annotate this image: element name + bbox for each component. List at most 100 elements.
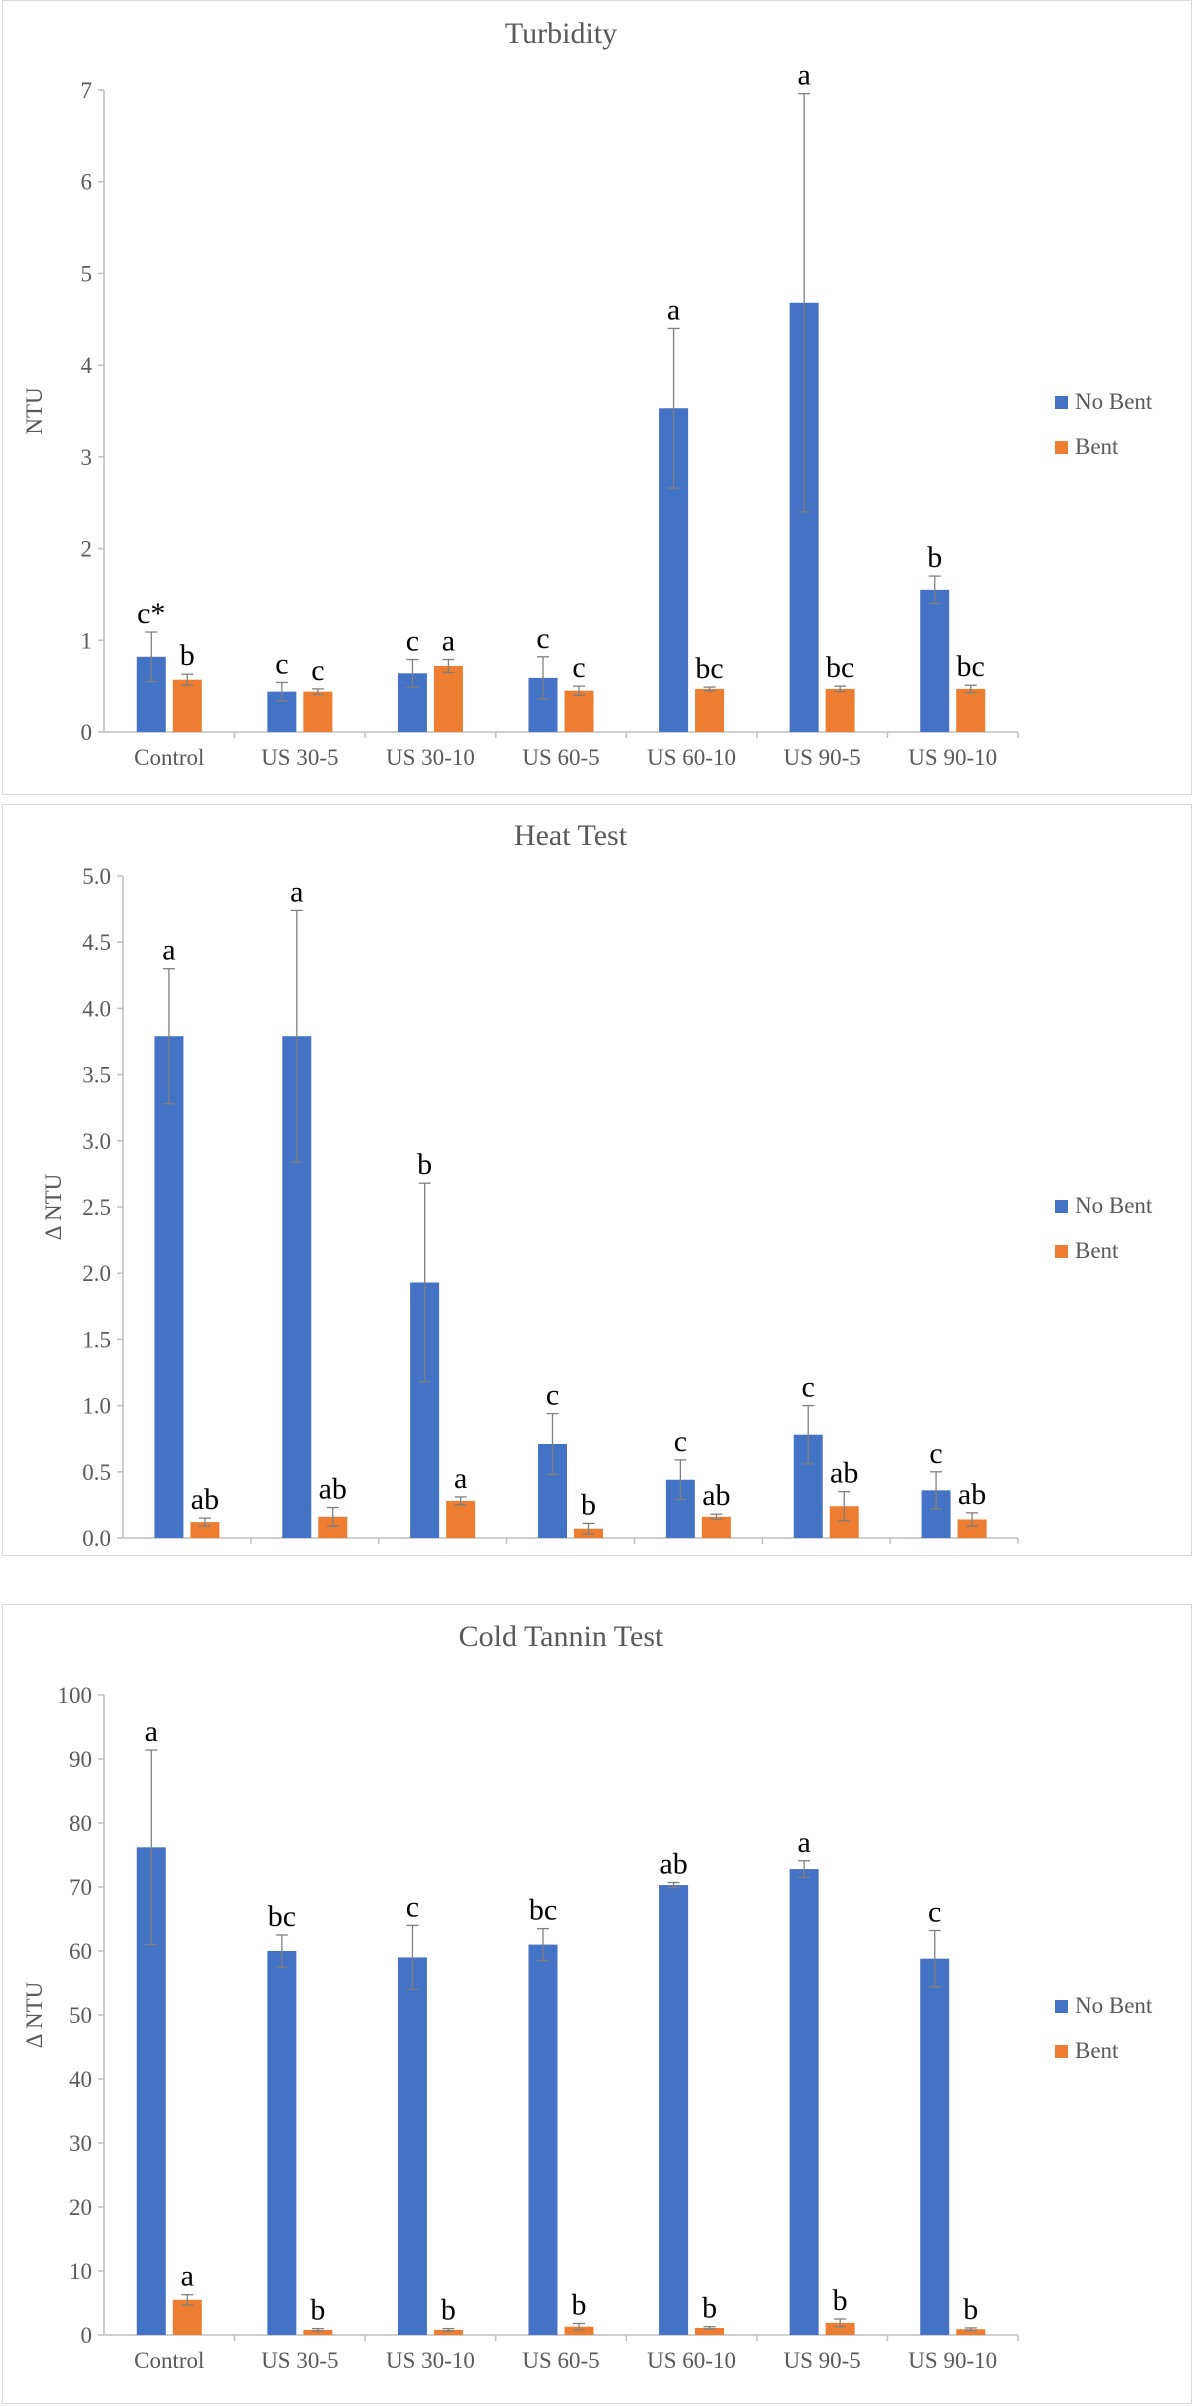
x-tick-label: Control bbox=[152, 1551, 222, 1554]
significance-label: ab bbox=[702, 1479, 730, 1512]
bar-bent-us-90-10 bbox=[957, 1519, 987, 1538]
y-tick-label: 4.5 bbox=[82, 930, 111, 955]
significance-label: a bbox=[162, 934, 175, 967]
y-tick-label: 70 bbox=[69, 1875, 92, 1900]
significance-label: a bbox=[442, 625, 455, 658]
x-tick-label: US 30-10 bbox=[386, 745, 475, 770]
y-tick-label: 3 bbox=[81, 445, 93, 470]
bar-bent-us-60-10 bbox=[695, 2327, 725, 2335]
x-tick-label: Control bbox=[134, 2348, 204, 2373]
bar-bent-us-30-5 bbox=[303, 691, 333, 732]
legend-label-no-bent: No Bent bbox=[1075, 1993, 1153, 2018]
y-tick-label: 3.5 bbox=[82, 1063, 111, 1088]
significance-label: c bbox=[802, 1371, 815, 1404]
y-tick-label: 0.0 bbox=[82, 1526, 111, 1551]
bar-no-bent-us-30-5 bbox=[267, 1951, 297, 2335]
x-tick-label: US 90-10 bbox=[910, 1551, 999, 1554]
y-tick-label: 0 bbox=[81, 720, 93, 745]
significance-label: ab bbox=[319, 1473, 347, 1506]
legend-swatch-bent bbox=[1055, 441, 1068, 454]
significance-label: c bbox=[929, 1437, 942, 1470]
y-axis-label: Δ NTU bbox=[41, 1173, 66, 1240]
significance-label: c bbox=[406, 1890, 419, 1923]
significance-label: c bbox=[546, 1379, 559, 1412]
y-axis-label: NTU bbox=[22, 387, 47, 435]
y-tick-label: 0.5 bbox=[82, 1460, 111, 1485]
significance-label: b bbox=[963, 2293, 978, 2326]
chart-title: Cold Tannin Test bbox=[459, 1620, 664, 1653]
y-tick-label: 6 bbox=[81, 170, 93, 195]
bar-no-bent-us-60-5 bbox=[528, 1944, 558, 2335]
significance-label: c bbox=[536, 622, 549, 655]
significance-label: a bbox=[145, 1715, 158, 1748]
legend-swatch-bent bbox=[1055, 2045, 1068, 2058]
y-tick-label: 7 bbox=[81, 78, 93, 103]
bar-bent-us-30-5 bbox=[318, 1516, 348, 1538]
y-tick-label: 1.0 bbox=[82, 1394, 111, 1419]
significance-label: b bbox=[572, 2288, 587, 2321]
y-tick-label: 40 bbox=[69, 2067, 92, 2092]
y-tick-label: 60 bbox=[69, 1939, 92, 1964]
bar-no-bent-us-60-10 bbox=[659, 1885, 689, 2335]
significance-label: b bbox=[927, 541, 942, 574]
y-tick-label: 90 bbox=[69, 1747, 92, 1772]
significance-label: ab bbox=[191, 1483, 219, 1516]
significance-label: bc bbox=[826, 651, 854, 684]
x-tick-label: US 60-10 bbox=[647, 2348, 736, 2373]
significance-label: c bbox=[311, 654, 324, 687]
legend-label-bent: Bent bbox=[1075, 434, 1119, 459]
x-tick-label: US 60-5 bbox=[522, 745, 599, 770]
x-tick-label: US 60-5 bbox=[522, 2348, 599, 2373]
bar-bent-us-60-10 bbox=[701, 1516, 731, 1538]
bar-bent-us-30-10 bbox=[446, 1500, 476, 1538]
y-tick-label: 2 bbox=[81, 537, 93, 562]
y-tick-label: 10 bbox=[69, 2259, 92, 2284]
significance-label: c bbox=[674, 1425, 687, 1458]
x-tick-label: US 30-5 bbox=[261, 745, 338, 770]
heat-test-chart: Heat Test Δ NTU 0.0 0.5 1.0 1.5 2.0 2.5 3.0 3.5 4.… bbox=[41, 819, 1153, 1554]
x-tick-label: US 30-5 bbox=[276, 1551, 353, 1554]
x-tick-label: US 60-10 bbox=[647, 745, 736, 770]
significance-label: b bbox=[310, 2294, 325, 2327]
significance-label: b bbox=[702, 2292, 717, 2325]
significance-label: bc bbox=[695, 652, 723, 685]
significance-label: b bbox=[441, 2294, 456, 2327]
y-tick-label: 20 bbox=[69, 2195, 92, 2220]
cold-tannin-test-chart-panel: Cold Tannin Test Δ NTU 0 10 20 30 40 50 60 70 80 90… bbox=[2, 1604, 1192, 2404]
significance-label: a bbox=[797, 59, 810, 92]
significance-label: b bbox=[581, 1488, 596, 1521]
significance-label: a bbox=[667, 293, 680, 326]
bar-bent-us-30-5 bbox=[303, 2329, 333, 2335]
bar-bent-control bbox=[190, 1522, 220, 1538]
significance-label: c bbox=[572, 651, 585, 684]
bar-bent-us-30-10 bbox=[433, 2329, 463, 2335]
x-tick-label: US 90-5 bbox=[783, 745, 860, 770]
legend-label-no-bent: No Bent bbox=[1075, 1193, 1153, 1218]
significance-label: c bbox=[406, 625, 419, 658]
bar-bent-us-60-10 bbox=[695, 688, 725, 732]
chart-title: Turbidity bbox=[505, 17, 617, 50]
bar-no-bent-us-90-10 bbox=[920, 589, 950, 732]
legend-label-bent: Bent bbox=[1075, 1238, 1119, 1263]
significance-label: ab bbox=[958, 1478, 986, 1511]
y-tick-label: 1.5 bbox=[82, 1327, 111, 1352]
significance-label: a bbox=[454, 1462, 467, 1495]
bar-bent-control bbox=[172, 2299, 202, 2335]
y-tick-label: 100 bbox=[58, 1683, 93, 1708]
bar-bent-us-90-5 bbox=[825, 688, 855, 732]
significance-label: ab bbox=[830, 1457, 858, 1490]
significance-label: a bbox=[290, 875, 303, 908]
y-tick-label: 50 bbox=[69, 2003, 92, 2028]
legend-swatch-no-bent bbox=[1055, 2000, 1068, 2013]
bar-bent-us-90-5 bbox=[825, 2322, 855, 2335]
significance-label: a bbox=[797, 1826, 810, 1859]
significance-label: ab bbox=[659, 1848, 687, 1881]
y-tick-label: 5.0 bbox=[82, 864, 111, 889]
y-tick-label: 5 bbox=[81, 261, 93, 286]
bar-no-bent-us-30-10 bbox=[397, 1957, 427, 2335]
bar-bent-us-90-10 bbox=[956, 2329, 986, 2335]
y-tick-label: 80 bbox=[69, 1811, 92, 1836]
turbidity-chart-panel: Turbidity NTU 0 1 2 3 4 5 6 7 Control c* b US 30-5 c c U… bbox=[2, 0, 1192, 795]
bar-no-bent-us-90-10 bbox=[920, 1958, 950, 2335]
bar-bent-us-30-10 bbox=[433, 665, 463, 732]
